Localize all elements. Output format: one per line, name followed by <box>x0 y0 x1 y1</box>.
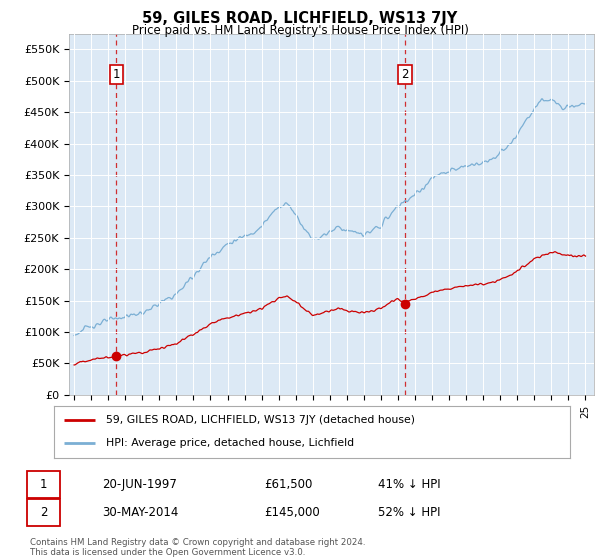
Text: HPI: Average price, detached house, Lichfield: HPI: Average price, detached house, Lich… <box>106 438 354 448</box>
Text: 1: 1 <box>40 478 47 491</box>
Text: £61,500: £61,500 <box>264 478 313 491</box>
Text: 52% ↓ HPI: 52% ↓ HPI <box>378 506 440 519</box>
Text: 1: 1 <box>112 68 120 81</box>
Text: 20-JUN-1997: 20-JUN-1997 <box>102 478 177 491</box>
Text: 59, GILES ROAD, LICHFIELD, WS13 7JY (detached house): 59, GILES ROAD, LICHFIELD, WS13 7JY (det… <box>106 416 415 426</box>
Text: £145,000: £145,000 <box>264 506 320 519</box>
Text: 30-MAY-2014: 30-MAY-2014 <box>102 506 178 519</box>
Text: 59, GILES ROAD, LICHFIELD, WS13 7JY: 59, GILES ROAD, LICHFIELD, WS13 7JY <box>142 11 458 26</box>
Text: 2: 2 <box>401 68 409 81</box>
Text: Price paid vs. HM Land Registry's House Price Index (HPI): Price paid vs. HM Land Registry's House … <box>131 24 469 37</box>
Text: 41% ↓ HPI: 41% ↓ HPI <box>378 478 440 491</box>
Text: 2: 2 <box>40 506 47 519</box>
Text: Contains HM Land Registry data © Crown copyright and database right 2024.
This d: Contains HM Land Registry data © Crown c… <box>30 538 365 557</box>
